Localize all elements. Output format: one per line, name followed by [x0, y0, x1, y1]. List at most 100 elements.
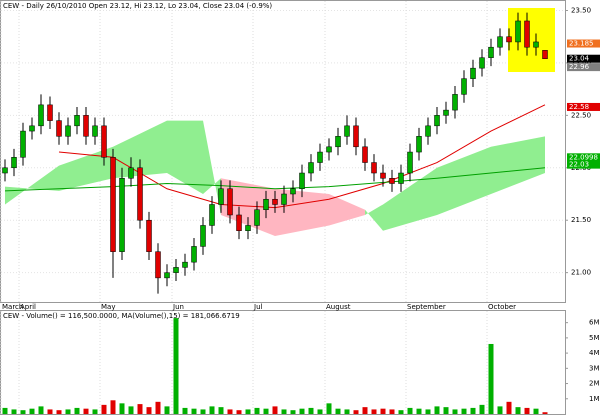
- candle-body: [11, 157, 17, 169]
- volume-bar: [209, 406, 215, 414]
- candle-body: [434, 115, 440, 127]
- y-tick-label: 21.00: [571, 269, 591, 277]
- candle-body: [470, 67, 476, 79]
- volume-bar: [380, 408, 386, 414]
- price-tag-label: 22.58: [569, 103, 589, 111]
- candle-body: [101, 125, 107, 158]
- x-tick-label: September: [407, 303, 446, 311]
- volume-bar: [542, 412, 548, 414]
- candle-body: [353, 125, 359, 148]
- cloud-segment: [275, 188, 329, 236]
- candle-body: [227, 188, 233, 216]
- cloud-segment: [221, 178, 275, 236]
- volume-bar: [515, 407, 521, 414]
- x-tick-label: Jul: [253, 303, 263, 311]
- candle-body: [326, 146, 332, 153]
- cloud-segment: [5, 165, 59, 205]
- candle-body: [209, 204, 215, 226]
- volume-bar: [173, 318, 179, 414]
- y-tick-label: 4M: [589, 349, 600, 357]
- candle-body: [110, 157, 116, 252]
- volume-bar: [479, 404, 485, 414]
- candle-body: [299, 172, 305, 189]
- x-tick-label: April: [20, 303, 36, 311]
- x-tick-label: Jun: [172, 303, 184, 311]
- y-tick-label: 5M: [589, 334, 600, 342]
- volume-bar: [344, 409, 350, 414]
- volume-bar: [506, 401, 512, 414]
- price-tag: [567, 54, 600, 63]
- volume-bar: [101, 404, 107, 414]
- y-tick-label: 21.50: [571, 216, 591, 224]
- volume-bar: [2, 407, 8, 414]
- candle-body: [20, 130, 26, 158]
- volume-bar: [200, 409, 206, 414]
- volume-bar: [443, 407, 449, 414]
- candle-body: [281, 193, 287, 205]
- volume-bar: [164, 406, 170, 414]
- volume-bar: [470, 407, 476, 414]
- candle-body: [263, 198, 269, 210]
- x-tick-label: March: [2, 303, 23, 311]
- moving-average-line: [4, 167, 546, 192]
- volume-bar: [254, 407, 260, 414]
- volume-bar: [155, 401, 161, 414]
- y-tick-label: 1M: [589, 395, 600, 403]
- candle-body: [119, 178, 125, 252]
- price-tag-label: 22.03: [569, 161, 589, 169]
- chart-title: CEW - Daily 26/10/2010 Open 23.12, Hi 23…: [3, 2, 272, 10]
- price-tag: [567, 39, 600, 48]
- volume-title: CEW - Volume() = 116,500.0000, MA(Volume…: [3, 312, 240, 320]
- y-tick-label: 23.00: [571, 59, 591, 67]
- candle-body: [317, 151, 323, 163]
- volume-bar: [497, 406, 503, 414]
- candle-body: [191, 246, 197, 263]
- candle-body: [506, 36, 512, 43]
- candle-body: [380, 172, 386, 179]
- candle-body: [362, 146, 368, 163]
- volume-bar: [524, 407, 530, 414]
- candle-body: [200, 225, 206, 247]
- y-tick-label: 3M: [589, 364, 600, 372]
- volume-bar: [146, 407, 152, 414]
- volume-bar: [461, 408, 467, 414]
- volume-bar: [317, 409, 323, 414]
- volume-bar: [92, 409, 98, 414]
- candle-body: [47, 104, 53, 121]
- volume-bar: [29, 408, 35, 414]
- candle-body: [344, 125, 350, 137]
- volume-bar: [110, 400, 116, 414]
- candle-body: [515, 20, 521, 43]
- x-tick-label: August: [326, 303, 351, 311]
- candle-body: [173, 267, 179, 273]
- candle-body: [164, 272, 170, 279]
- volume-bar: [407, 407, 413, 414]
- candle-body: [182, 261, 188, 268]
- volume-bar: [281, 409, 287, 414]
- volume-bar: [128, 406, 134, 414]
- candle-body: [488, 46, 494, 58]
- candle-body: [218, 188, 224, 205]
- x-tick-label: October: [488, 303, 516, 311]
- volume-bar: [65, 409, 71, 414]
- volume-bar: [11, 409, 17, 414]
- candle-body: [56, 120, 62, 137]
- volume-bar: [488, 343, 494, 414]
- cloud-segment: [59, 146, 113, 191]
- y-tick-label: 6M: [589, 319, 600, 327]
- candle-body: [533, 41, 539, 48]
- candle-body: [236, 214, 242, 231]
- volume-bar: [362, 407, 368, 414]
- volume-bar: [20, 410, 26, 414]
- volume-bar: [47, 409, 53, 414]
- volume-bar: [191, 408, 197, 414]
- cloud-segment: [113, 120, 167, 179]
- candle-body: [452, 94, 458, 111]
- volume-bar: [137, 404, 143, 414]
- highlight-box: [508, 8, 555, 72]
- candle-body: [272, 198, 278, 205]
- cloud-segment: [383, 167, 437, 231]
- price-tag-label: 23.185: [569, 40, 594, 48]
- volume-panel: [0, 310, 566, 415]
- candle-body: [155, 251, 161, 279]
